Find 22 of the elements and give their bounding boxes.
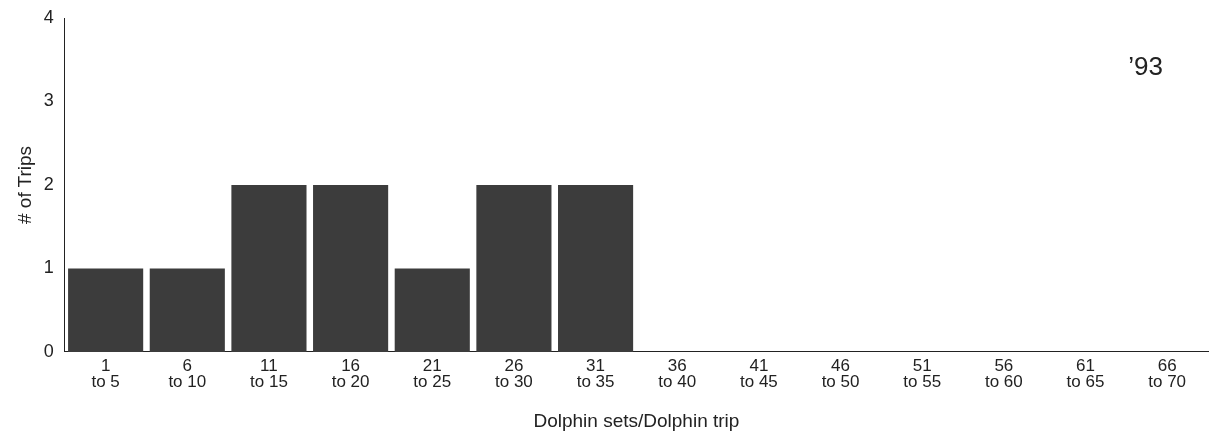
x-tick-label: 46 to 50 (821, 355, 860, 391)
y-tick-label: 0 (43, 340, 54, 361)
x-tick-label: 36 to 40 (658, 355, 697, 391)
y-tick-label: 3 (43, 90, 54, 111)
x-tick-label: 61 to 65 (1066, 355, 1105, 391)
x-tick-label: 41 to 45 (739, 355, 778, 391)
x-tick-label: 1 to 5 (91, 355, 120, 391)
annotation: ’93 (1128, 51, 1163, 82)
x-tick-label: 11 to 15 (250, 355, 288, 391)
x-tick-label: 31 to 35 (576, 355, 615, 391)
y-tick-label: 1 (43, 257, 54, 278)
y-tick-label: 4 (43, 6, 54, 27)
x-tick-label: 51 to 55 (903, 355, 942, 391)
y-axis-title: # of Trips (13, 145, 35, 225)
x-axis-title: Dolphin sets/Dolphin trip (533, 409, 740, 431)
x-tick-label: 21 to 25 (413, 355, 452, 391)
x-tick-label: 16 to 20 (331, 355, 370, 391)
y-tick-label: 2 (43, 173, 54, 194)
x-tick-label: 56 to 60 (984, 355, 1023, 391)
x-tick-label: 26 to 30 (495, 355, 533, 391)
x-tick-label: 6 to 10 (168, 355, 207, 391)
x-tick-label: 66 to 70 (1148, 355, 1187, 391)
